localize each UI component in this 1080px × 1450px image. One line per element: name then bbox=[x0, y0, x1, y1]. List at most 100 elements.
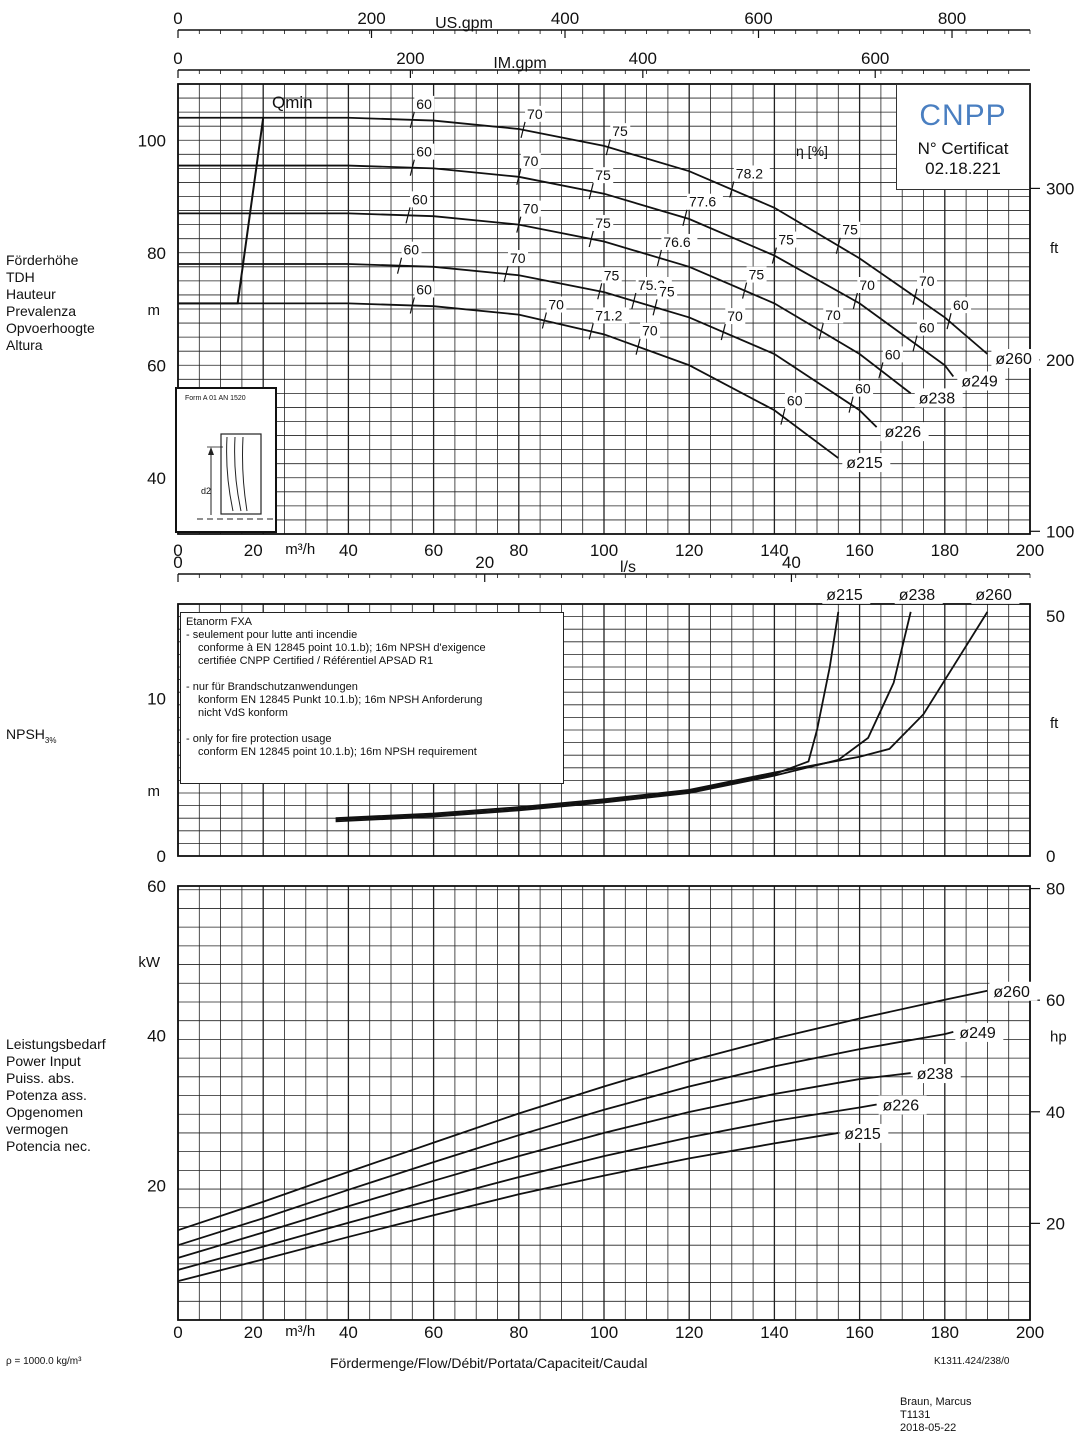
npsh-label: NPSH bbox=[6, 726, 45, 742]
author: Braun, Marcus bbox=[900, 1396, 972, 1408]
efficiency-label-bg bbox=[784, 392, 805, 409]
efficiency-label: 70 bbox=[548, 297, 564, 313]
x-tick-label: 40 bbox=[339, 541, 358, 560]
power-y2-tick-label: 40 bbox=[1046, 1103, 1065, 1122]
efficiency-label-bg bbox=[853, 380, 874, 397]
efficiency-label-bg bbox=[601, 267, 622, 284]
efficiency-tick bbox=[396, 257, 403, 274]
efficiency-label-bg bbox=[725, 308, 746, 325]
note-fr-2: conforme à EN 12845 point 10.1.b); 16m N… bbox=[198, 642, 486, 654]
efficiency-label-bg bbox=[640, 322, 661, 339]
curve-label-bg bbox=[842, 453, 891, 473]
efficiency-tick bbox=[520, 121, 526, 138]
x-tick-label: 60 bbox=[424, 541, 443, 560]
efficiency-label-bg bbox=[661, 233, 698, 250]
x-tick-label: 160 bbox=[845, 1323, 873, 1342]
x-unit-label: m³/h bbox=[285, 541, 315, 558]
curve-ø215 bbox=[335, 611, 840, 821]
x-tick-label: 0 bbox=[173, 541, 182, 560]
power-label-nl: Opgenomen bbox=[6, 1104, 84, 1120]
efficiency-label-bg bbox=[401, 241, 422, 258]
curve-label-bg bbox=[822, 584, 871, 604]
usgpm-axis-tick-label: 400 bbox=[551, 9, 579, 28]
efficiency-label-bg bbox=[746, 266, 767, 283]
efficiency-tick bbox=[720, 323, 726, 341]
power-y2-tick-label: 20 bbox=[1046, 1214, 1065, 1233]
curve-ø238 bbox=[178, 212, 912, 395]
efficiency-label: 76.6 bbox=[663, 234, 690, 250]
efficiency-tick bbox=[541, 312, 547, 329]
power-y-tick-label: 20 bbox=[147, 1176, 166, 1195]
note-en-2: conform EN 12845 point 10.1.b); 16m NPSH… bbox=[198, 746, 477, 758]
author-code: T1131 bbox=[900, 1409, 931, 1421]
npsh-axis-title: NPSH3% bbox=[6, 726, 56, 749]
efficiency-tick bbox=[503, 265, 509, 283]
density-note: ρ = 1000.0 kg/m³ bbox=[6, 1356, 82, 1367]
note-de-2: konform EN 12845 Punkt 10.1.b); 16m NPSH… bbox=[198, 694, 483, 706]
efficiency-label: 70 bbox=[510, 250, 526, 266]
curve-label-bg bbox=[880, 422, 929, 442]
x-tick-label: 140 bbox=[760, 1323, 788, 1342]
npsh-y-tick-label: 10 bbox=[147, 690, 166, 709]
head-label-fr: Hauteur bbox=[6, 286, 56, 302]
curve-ø260 bbox=[335, 611, 989, 820]
panel-frame bbox=[177, 603, 1031, 857]
efficiency-label: 70 bbox=[825, 307, 841, 323]
efficiency-label-bg bbox=[610, 123, 631, 140]
x-tick-label: 20 bbox=[244, 1323, 263, 1342]
curve-ø260 bbox=[177, 989, 988, 1232]
head-label-de: Förderhöhe bbox=[6, 252, 79, 268]
efficiency-label-bg bbox=[546, 296, 567, 313]
x-tick-label: 200 bbox=[1016, 1323, 1044, 1342]
head-label-en: TDH bbox=[6, 269, 35, 285]
flow-axis-title: Fördermenge/Flow/Débit/Portata/Capacitei… bbox=[330, 1355, 648, 1371]
efficiency-label-bg bbox=[686, 193, 723, 210]
npsh-y2-tick-label: 50 bbox=[1046, 607, 1065, 626]
efficiency-label: 78.2 bbox=[736, 165, 763, 181]
efficiency-label: 75 bbox=[595, 215, 611, 231]
curve-label-ø215: ø215 bbox=[826, 587, 863, 604]
efficiency-tick bbox=[516, 216, 522, 233]
efficiency-label-bg bbox=[508, 249, 529, 266]
efficiency-tick bbox=[588, 230, 594, 248]
curve-label-ø226: ø226 bbox=[883, 1097, 920, 1114]
imgpm-axis-tick-label: 200 bbox=[396, 49, 424, 68]
efficiency-label: 70 bbox=[642, 323, 658, 339]
eta-label: η [%] bbox=[796, 143, 828, 159]
efficiency-label: 70 bbox=[527, 106, 543, 122]
head-y-tick-label: 60 bbox=[147, 356, 166, 375]
ls-axis-label: l/s bbox=[620, 559, 636, 576]
axis-layer bbox=[177, 29, 1040, 1321]
head-y2-tick-label: 300 bbox=[1046, 179, 1074, 198]
curve-ø249 bbox=[177, 1031, 954, 1247]
ls-axis-tick-label: 20 bbox=[475, 553, 494, 572]
head-y-unit: m bbox=[148, 302, 161, 319]
inset-label: Form A 01 AN 1520 bbox=[185, 395, 246, 402]
efficiency-label: 70 bbox=[727, 308, 743, 324]
efficiency-label: 75 bbox=[778, 232, 794, 248]
efficiency-tick bbox=[631, 292, 637, 310]
efficiency-tick bbox=[912, 335, 918, 352]
head-y2-tick-label: 100 bbox=[1046, 522, 1074, 541]
x-tick-label: 120 bbox=[675, 541, 703, 560]
npsh-y2-unit: ft bbox=[1050, 715, 1059, 732]
fire-protection-note: Etanorm FXA - seulement pour lutte anti … bbox=[180, 612, 564, 784]
x-tick-label: 140 bbox=[760, 541, 788, 560]
efficiency-label: 70 bbox=[523, 153, 539, 169]
power-y2-tick-label: 80 bbox=[1046, 880, 1065, 899]
curve-label-ø260: ø260 bbox=[995, 351, 1032, 368]
curve-label-ø238: ø238 bbox=[917, 1066, 954, 1083]
curve-ø226 bbox=[177, 1103, 877, 1271]
inset-dim-label: d2 bbox=[201, 486, 212, 496]
imgpm-axis-label: IM.gpm bbox=[493, 55, 546, 72]
efficiency-label-bg bbox=[857, 276, 878, 293]
certificate-number: 02.18.221 bbox=[925, 159, 1001, 178]
efficiency-label: 75 bbox=[612, 123, 628, 139]
efficiency-label: 60 bbox=[416, 281, 432, 297]
curve-label-bg bbox=[894, 584, 943, 604]
head-axis-title: Förderhöhe TDH Hauteur Prevalenza Opvoer… bbox=[6, 252, 95, 354]
npsh-y-tick-label: 0 bbox=[157, 847, 166, 866]
efficiency-tick bbox=[818, 323, 824, 340]
x-tick-label: 180 bbox=[931, 541, 959, 560]
efficiency-label-bg bbox=[593, 214, 614, 231]
